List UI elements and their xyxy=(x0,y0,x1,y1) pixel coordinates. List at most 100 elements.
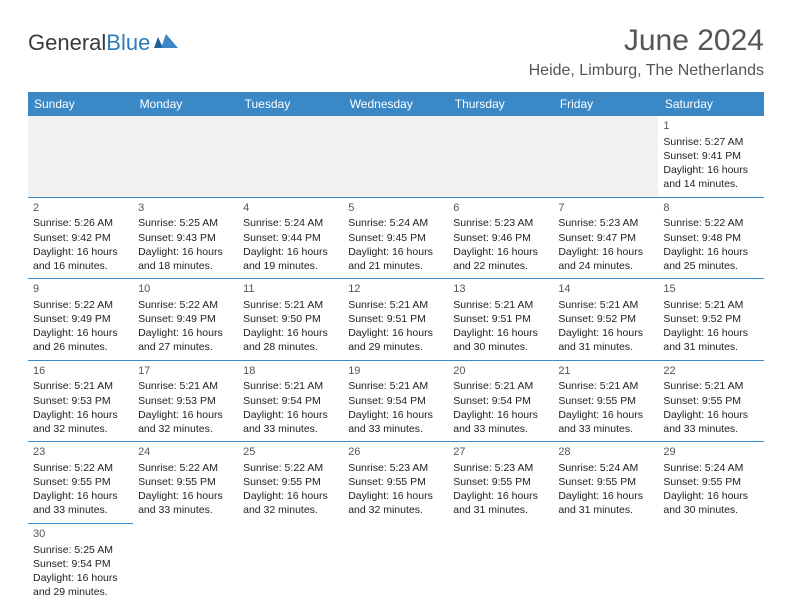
calendar-cell xyxy=(133,523,238,604)
sunset-text: Sunset: 9:55 PM xyxy=(348,475,443,489)
day-number: 10 xyxy=(138,282,233,297)
day-number: 11 xyxy=(243,282,338,297)
calendar-cell: 10Sunrise: 5:22 AMSunset: 9:49 PMDayligh… xyxy=(133,279,238,361)
day2-text: and 32 minutes. xyxy=(138,422,233,436)
calendar-cell: 19Sunrise: 5:21 AMSunset: 9:54 PMDayligh… xyxy=(343,360,448,442)
day2-text: and 30 minutes. xyxy=(663,503,758,517)
day2-text: and 33 minutes. xyxy=(33,503,128,517)
day-number: 13 xyxy=(453,282,548,297)
sunrise-text: Sunrise: 5:21 AM xyxy=(558,379,653,393)
day1-text: Daylight: 16 hours xyxy=(663,163,758,177)
day1-text: Daylight: 16 hours xyxy=(348,245,443,259)
day2-text: and 14 minutes. xyxy=(663,177,758,191)
day2-text: and 33 minutes. xyxy=(558,422,653,436)
day-number: 5 xyxy=(348,201,443,216)
day1-text: Daylight: 16 hours xyxy=(138,408,233,422)
sunrise-text: Sunrise: 5:21 AM xyxy=(558,298,653,312)
day1-text: Daylight: 16 hours xyxy=(348,408,443,422)
day-header: Sunday xyxy=(28,92,133,116)
calendar-cell xyxy=(448,116,553,197)
calendar-cell: 17Sunrise: 5:21 AMSunset: 9:53 PMDayligh… xyxy=(133,360,238,442)
day1-text: Daylight: 16 hours xyxy=(663,326,758,340)
day2-text: and 33 minutes. xyxy=(243,422,338,436)
day1-text: Daylight: 16 hours xyxy=(663,245,758,259)
day-header: Wednesday xyxy=(343,92,448,116)
calendar-cell: 13Sunrise: 5:21 AMSunset: 9:51 PMDayligh… xyxy=(448,279,553,361)
sunset-text: Sunset: 9:48 PM xyxy=(663,231,758,245)
day-number: 28 xyxy=(558,445,653,460)
day2-text: and 29 minutes. xyxy=(33,585,128,599)
day2-text: and 22 minutes. xyxy=(453,259,548,273)
sunrise-text: Sunrise: 5:21 AM xyxy=(33,379,128,393)
sunset-text: Sunset: 9:47 PM xyxy=(558,231,653,245)
day-number: 6 xyxy=(453,201,548,216)
sunrise-text: Sunrise: 5:21 AM xyxy=(663,379,758,393)
month-title: June 2024 xyxy=(529,24,764,58)
calendar-row: 23Sunrise: 5:22 AMSunset: 9:55 PMDayligh… xyxy=(28,442,764,524)
day-number: 25 xyxy=(243,445,338,460)
day-number: 30 xyxy=(33,527,128,542)
calendar-cell xyxy=(133,116,238,197)
sunset-text: Sunset: 9:49 PM xyxy=(33,312,128,326)
calendar-cell: 2Sunrise: 5:26 AMSunset: 9:42 PMDaylight… xyxy=(28,197,133,279)
day1-text: Daylight: 16 hours xyxy=(663,408,758,422)
calendar-cell: 6Sunrise: 5:23 AMSunset: 9:46 PMDaylight… xyxy=(448,197,553,279)
day2-text: and 31 minutes. xyxy=(663,340,758,354)
day2-text: and 25 minutes. xyxy=(663,259,758,273)
day-number: 8 xyxy=(663,201,758,216)
calendar-cell: 7Sunrise: 5:23 AMSunset: 9:47 PMDaylight… xyxy=(553,197,658,279)
calendar-cell: 9Sunrise: 5:22 AMSunset: 9:49 PMDaylight… xyxy=(28,279,133,361)
day2-text: and 27 minutes. xyxy=(138,340,233,354)
day-number: 22 xyxy=(663,364,758,379)
sunrise-text: Sunrise: 5:23 AM xyxy=(348,461,443,475)
calendar-cell xyxy=(343,523,448,604)
sunrise-text: Sunrise: 5:23 AM xyxy=(453,461,548,475)
day-number: 26 xyxy=(348,445,443,460)
sunrise-text: Sunrise: 5:22 AM xyxy=(138,298,233,312)
day-number: 19 xyxy=(348,364,443,379)
day2-text: and 33 minutes. xyxy=(663,422,758,436)
day-number: 1 xyxy=(663,119,758,134)
calendar-cell: 14Sunrise: 5:21 AMSunset: 9:52 PMDayligh… xyxy=(553,279,658,361)
day-number: 17 xyxy=(138,364,233,379)
sunrise-text: Sunrise: 5:24 AM xyxy=(348,216,443,230)
day1-text: Daylight: 16 hours xyxy=(348,489,443,503)
day-number: 16 xyxy=(33,364,128,379)
day1-text: Daylight: 16 hours xyxy=(33,408,128,422)
sunset-text: Sunset: 9:53 PM xyxy=(138,394,233,408)
day1-text: Daylight: 16 hours xyxy=(453,326,548,340)
calendar-cell: 25Sunrise: 5:22 AMSunset: 9:55 PMDayligh… xyxy=(238,442,343,524)
day1-text: Daylight: 16 hours xyxy=(558,408,653,422)
day1-text: Daylight: 16 hours xyxy=(243,326,338,340)
day1-text: Daylight: 16 hours xyxy=(138,326,233,340)
day1-text: Daylight: 16 hours xyxy=(243,408,338,422)
day-number: 18 xyxy=(243,364,338,379)
calendar-cell: 24Sunrise: 5:22 AMSunset: 9:55 PMDayligh… xyxy=(133,442,238,524)
day1-text: Daylight: 16 hours xyxy=(348,326,443,340)
sunrise-text: Sunrise: 5:27 AM xyxy=(663,135,758,149)
day1-text: Daylight: 16 hours xyxy=(453,408,548,422)
sunrise-text: Sunrise: 5:23 AM xyxy=(453,216,548,230)
day2-text: and 21 minutes. xyxy=(348,259,443,273)
sunset-text: Sunset: 9:55 PM xyxy=(558,394,653,408)
calendar-cell: 23Sunrise: 5:22 AMSunset: 9:55 PMDayligh… xyxy=(28,442,133,524)
day2-text: and 33 minutes. xyxy=(348,422,443,436)
calendar-cell xyxy=(658,523,763,604)
location-text: Heide, Limburg, The Netherlands xyxy=(529,62,764,80)
sunset-text: Sunset: 9:43 PM xyxy=(138,231,233,245)
sunset-text: Sunset: 9:53 PM xyxy=(33,394,128,408)
day1-text: Daylight: 16 hours xyxy=(558,326,653,340)
calendar-cell xyxy=(553,116,658,197)
day1-text: Daylight: 16 hours xyxy=(33,571,128,585)
sunrise-text: Sunrise: 5:22 AM xyxy=(663,216,758,230)
day-header: Monday xyxy=(133,92,238,116)
day2-text: and 33 minutes. xyxy=(138,503,233,517)
sunrise-text: Sunrise: 5:21 AM xyxy=(663,298,758,312)
day1-text: Daylight: 16 hours xyxy=(138,245,233,259)
sunset-text: Sunset: 9:46 PM xyxy=(453,231,548,245)
calendar-cell: 26Sunrise: 5:23 AMSunset: 9:55 PMDayligh… xyxy=(343,442,448,524)
calendar-cell: 20Sunrise: 5:21 AMSunset: 9:54 PMDayligh… xyxy=(448,360,553,442)
sunrise-text: Sunrise: 5:21 AM xyxy=(348,298,443,312)
day1-text: Daylight: 16 hours xyxy=(558,245,653,259)
sunset-text: Sunset: 9:54 PM xyxy=(348,394,443,408)
